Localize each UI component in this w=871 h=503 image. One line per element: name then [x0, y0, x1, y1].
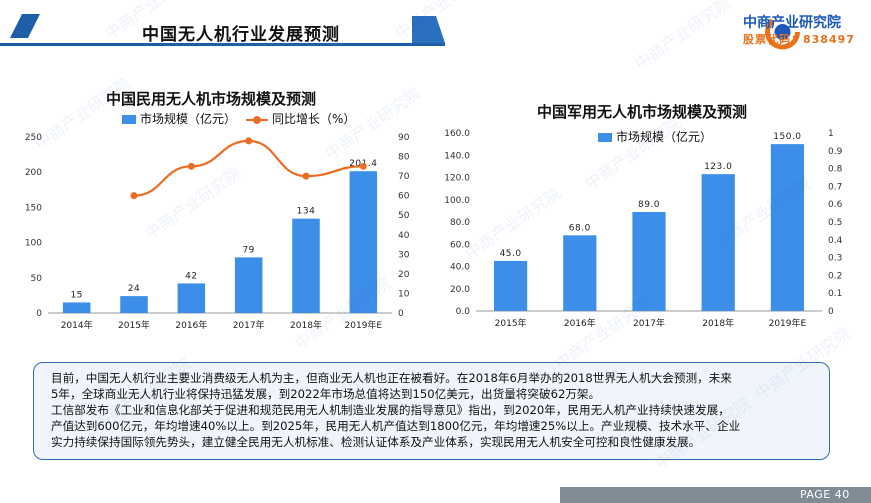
y2-tick-label: 0.3 [828, 254, 842, 264]
y2-tick-label: 30 [398, 250, 410, 260]
data-label: 123.0 [704, 162, 732, 172]
chart-title-military: 中国军用无人机市场规模及预测 [537, 103, 748, 121]
y2-tick-label: 0.1 [828, 289, 842, 299]
bar [632, 211, 666, 311]
x-tick-label: 2016年 [564, 317, 596, 329]
growth-point [187, 162, 195, 170]
legend-civil: 市场规模（亿元） 同比增长（%） [122, 110, 355, 127]
growth-point [359, 162, 367, 170]
header-band [0, 14, 445, 48]
bar [701, 174, 735, 311]
y-tick-label: 120.0 [444, 174, 470, 184]
x-tick-label: 2017年 [633, 317, 665, 329]
legend-label-market: 市场规模（亿元） [616, 130, 713, 144]
y2-tick-label: 0 [398, 309, 404, 319]
footer-bar [560, 487, 871, 503]
y2-tick-label: 0.6 [828, 200, 843, 210]
bar [177, 283, 206, 313]
page-number: PAGE 40 [800, 488, 850, 501]
x-tick-label: 2018年 [702, 317, 734, 329]
description-line: 5年，全球商业无人机行业将保持迅猛发展，到2022年市场总值将达到150亿美元，… [51, 387, 601, 401]
description-line: 目前，中国无人机行业主要业消费级无人机为主，但商业无人机也正在被看好。在2018… [51, 371, 732, 385]
legend-label-market: 市场规模（亿元） [140, 112, 237, 126]
data-label: 42 [185, 271, 197, 281]
x-tick-label: 2019年E [345, 319, 383, 331]
y-tick-label: 140.0 [444, 151, 470, 161]
y2-tick-label: 10 [398, 289, 410, 299]
description-line: 实力持续保持国际领先势头，建立健全民用无人机标准、检测认证体系及产业体系，实现民… [51, 435, 701, 449]
legend-label-growth: 同比增长（%） [272, 112, 356, 126]
page-title: 中国无人机行业发展预测 [142, 25, 340, 45]
y-tick-label: 20.0 [450, 285, 470, 295]
legend-swatch-bar [122, 115, 136, 124]
data-label: 15 [70, 290, 82, 300]
description-line: 工信部发布《工业和信息化部关于促进和规范民用无人机制造业发展的指导意见》指出，到… [51, 403, 730, 417]
x-tick-label: 2014年 [61, 319, 93, 331]
y-tick-label: 0 [36, 309, 42, 319]
legend-military: 市场规模（亿元） [598, 128, 712, 145]
y2-tick-label: 0.2 [828, 271, 842, 281]
y-tick-label: 0.0 [456, 307, 471, 317]
x-tick-label: 2015年 [118, 319, 150, 331]
y2-tick-label: 0.9 [828, 147, 843, 157]
data-label: 68.0 [569, 223, 591, 233]
bar [563, 235, 597, 311]
bar [349, 171, 378, 313]
legend-swatch-bar [598, 133, 612, 142]
y-tick-label: 150 [25, 203, 42, 213]
y-tick-label: 80.0 [450, 218, 470, 228]
bar [62, 302, 91, 313]
data-label: 150.0 [773, 132, 801, 142]
y2-tick-label: 0.5 [828, 218, 842, 228]
y2-tick-label: 80 [398, 153, 410, 163]
data-label: 24 [128, 284, 140, 294]
x-tick-label: 2015年 [495, 317, 527, 329]
y-tick-label: 200 [25, 168, 42, 178]
y-tick-label: 100 [25, 239, 42, 249]
bar [234, 257, 263, 313]
y2-tick-label: 0.4 [828, 236, 843, 246]
y2-tick-label: 0.7 [828, 182, 842, 192]
data-label: 45.0 [500, 249, 522, 259]
description-line: 产值达到600亿元，年均增速40%以上。到2025年，民用无人机产值达到1800… [51, 419, 741, 433]
logo-stock-code: 股票代码：838497 [743, 33, 855, 46]
y2-tick-label: 0 [828, 307, 834, 317]
y2-tick-label: 20 [398, 270, 410, 280]
bar [493, 260, 528, 311]
y-tick-label: 100.0 [444, 196, 470, 206]
y-tick-label: 40.0 [450, 263, 470, 273]
company-logo-icon [765, 14, 800, 50]
y2-tick-label: 90 [398, 133, 410, 143]
x-tick-label: 2019年E [769, 317, 807, 329]
legend-swatch-line [246, 115, 269, 124]
x-tick-label: 2017年 [233, 319, 265, 331]
y-tick-label: 60.0 [450, 240, 470, 250]
bar [292, 218, 320, 313]
data-label: 79 [242, 245, 254, 255]
y-tick-label: 160.0 [444, 129, 470, 139]
data-label: 134 [297, 207, 316, 217]
y2-tick-label: 0.8 [828, 165, 843, 175]
x-tick-label: 2016年 [175, 319, 207, 331]
logo-name: 中商产业研究院 [743, 15, 841, 31]
description-box: 目前，中国无人机行业主要业消费级无人机为主，但商业无人机也正在被看好。在2018… [33, 362, 830, 460]
bar [770, 144, 805, 311]
y-tick-label: 250 [25, 133, 42, 143]
chart-title-civil: 中国民用无人机市场规模及预测 [106, 90, 317, 108]
y-tick-label: 50 [31, 274, 43, 284]
data-label: 89.0 [638, 200, 660, 210]
y2-tick-label: 60 [398, 192, 410, 202]
growth-point [130, 192, 138, 200]
y2-tick-label: 1 [828, 129, 834, 139]
y2-tick-label: 50 [398, 211, 410, 221]
growth-point [302, 172, 310, 180]
y2-tick-label: 40 [398, 231, 410, 241]
y2-tick-label: 70 [398, 172, 410, 182]
growth-point [245, 137, 253, 145]
x-tick-label: 2018年 [290, 319, 322, 331]
bar [120, 296, 148, 313]
